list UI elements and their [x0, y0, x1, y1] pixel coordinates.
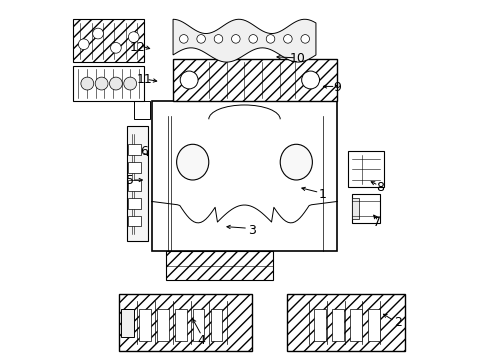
Bar [128, 216, 141, 226]
Text: 7: 7 [372, 216, 380, 229]
Circle shape [248, 35, 257, 43]
Bar [128, 144, 141, 155]
FancyBboxPatch shape [139, 309, 151, 341]
FancyBboxPatch shape [313, 309, 325, 341]
Circle shape [109, 77, 122, 90]
Polygon shape [287, 294, 405, 351]
Polygon shape [351, 198, 358, 219]
Circle shape [180, 71, 198, 89]
Circle shape [123, 77, 136, 90]
Circle shape [93, 28, 103, 39]
Polygon shape [134, 102, 149, 119]
Polygon shape [73, 66, 144, 102]
Circle shape [110, 42, 121, 53]
Polygon shape [173, 59, 337, 102]
Polygon shape [126, 126, 148, 241]
Circle shape [95, 77, 108, 90]
Circle shape [265, 35, 274, 43]
Circle shape [78, 39, 89, 50]
Circle shape [301, 71, 319, 89]
Polygon shape [351, 194, 380, 223]
Polygon shape [121, 309, 134, 337]
FancyBboxPatch shape [331, 309, 343, 341]
Ellipse shape [176, 144, 208, 180]
Bar [128, 180, 141, 191]
Text: 12: 12 [129, 41, 145, 54]
Circle shape [179, 35, 188, 43]
Polygon shape [173, 19, 315, 62]
Circle shape [81, 77, 94, 90]
FancyBboxPatch shape [210, 309, 222, 341]
Circle shape [214, 35, 223, 43]
Text: 10: 10 [289, 52, 305, 65]
Circle shape [128, 32, 139, 42]
Text: 5: 5 [126, 174, 134, 186]
Circle shape [231, 35, 240, 43]
Text: 1: 1 [319, 188, 326, 201]
Text: 6: 6 [140, 145, 148, 158]
Ellipse shape [280, 144, 312, 180]
FancyBboxPatch shape [192, 309, 204, 341]
Polygon shape [347, 152, 383, 187]
Text: 9: 9 [333, 81, 341, 94]
Polygon shape [73, 19, 144, 62]
Polygon shape [151, 102, 337, 251]
Text: 3: 3 [247, 224, 255, 237]
FancyBboxPatch shape [349, 309, 361, 341]
Text: 11: 11 [136, 73, 152, 86]
FancyBboxPatch shape [157, 309, 168, 341]
Text: 8: 8 [375, 181, 384, 194]
FancyBboxPatch shape [175, 309, 186, 341]
Circle shape [283, 35, 291, 43]
Circle shape [300, 35, 309, 43]
Text: 4: 4 [197, 334, 205, 347]
FancyBboxPatch shape [367, 309, 379, 341]
Bar [128, 198, 141, 208]
Polygon shape [119, 294, 251, 351]
Polygon shape [165, 251, 272, 280]
Circle shape [197, 35, 205, 43]
Text: 2: 2 [393, 316, 401, 329]
Bar [128, 162, 141, 173]
